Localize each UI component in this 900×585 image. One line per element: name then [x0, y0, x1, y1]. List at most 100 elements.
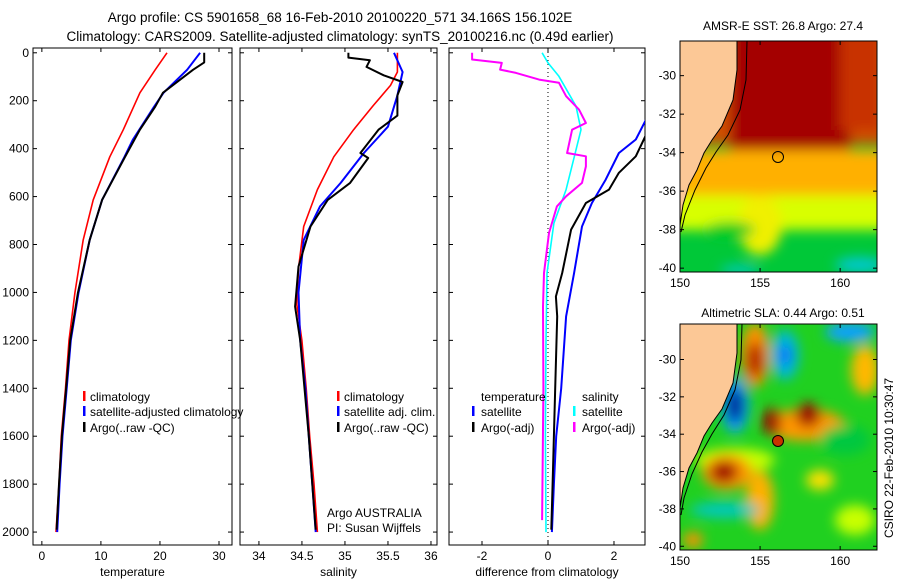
- legend-swatch-temp-satellite: [472, 406, 475, 416]
- legend-label: Argo(-adj): [481, 421, 534, 435]
- plot-area: [32, 47, 233, 546]
- legend-label: satellite-adjusted climatology: [90, 405, 243, 419]
- y-tick-label: 1600: [2, 429, 29, 443]
- legend-swatch-sal-satellite: [573, 406, 576, 416]
- y-tick-label: 2000: [2, 525, 29, 539]
- y-tick-label: -30: [659, 69, 677, 83]
- x-tick-label: 30: [212, 549, 226, 563]
- legend-label: Argo(..raw -QC): [90, 421, 175, 435]
- y-tick-label: 200: [9, 94, 29, 108]
- legend-label: satellite: [481, 405, 522, 419]
- x-tick-label: 155: [750, 276, 770, 290]
- legend-swatch-climatology: [83, 391, 86, 401]
- y-tick-label: -34: [659, 427, 677, 441]
- series-line-temperature-satellite: [550, 119, 645, 533]
- x-tick-label: 0: [545, 549, 552, 563]
- legend-label: Argo(-adj): [582, 421, 635, 435]
- x-tick-label: 155: [750, 554, 770, 568]
- profile-panel-temperature: 0 10 20 30 0 200 400 600 800 1000 1200 1400 1600 1800…: [2, 46, 233, 579]
- figure-title-line2: Climatology: CARS2009. Satellite-adjuste…: [66, 29, 613, 44]
- sst-map: [680, 41, 877, 272]
- shelf-contour: [680, 41, 748, 233]
- y-tick-label: 400: [9, 142, 29, 156]
- y-tick-label: -38: [659, 223, 677, 237]
- y-tick-label: 1800: [2, 477, 29, 491]
- y-tick-label: 0: [22, 46, 29, 60]
- x-tick-label: 20: [153, 549, 167, 563]
- y-tick-label: 800: [9, 237, 29, 251]
- map-frame: [679, 323, 878, 551]
- profile-panel-salinity: 34 34.5 35 35.5 36 salinity: [239, 47, 438, 579]
- legend-title-salinity: salinity: [582, 390, 619, 404]
- salinity-legend: climatology satellite adj. clim. Argo(..…: [337, 390, 435, 435]
- x-tick-label: 150: [670, 554, 690, 568]
- y-tick-label: -30: [659, 352, 677, 366]
- profile-panel-difference: -2 0 2 difference from climatology: [448, 47, 646, 579]
- credit-line2: PI: Susan Wijffels: [327, 521, 421, 535]
- legend-label: climatology: [344, 390, 404, 404]
- legend-label: satellite: [582, 405, 623, 419]
- legend-swatch-argo: [337, 422, 340, 432]
- x-tick-label: 160: [830, 276, 850, 290]
- credit-line1: Argo AUSTRALIA: [327, 506, 422, 520]
- y-tick-label: -34: [659, 146, 677, 160]
- legend-title-temperature: temperature: [481, 390, 546, 404]
- legend-swatch-argo: [83, 422, 86, 432]
- legend-label: Argo(..raw -QC): [344, 421, 429, 435]
- difference-legend: temperature satellite Argo(-adj) salinit…: [472, 390, 635, 435]
- x-tick-label: 35: [338, 549, 352, 563]
- x-tick-label: 160: [830, 554, 850, 568]
- y-tick-label: 600: [9, 190, 29, 204]
- y-tick-label: 1400: [2, 381, 29, 395]
- legend-swatch-sal-argo: [573, 422, 576, 432]
- temperature-legend: climatology satellite-adjusted climatolo…: [83, 390, 243, 435]
- legend-label: climatology: [90, 390, 150, 404]
- map-frame: [679, 40, 878, 273]
- x-tick-label: 10: [94, 549, 108, 563]
- series-group: [294, 52, 404, 533]
- x-tick-label: 0: [39, 549, 46, 563]
- sla-map: [680, 324, 877, 550]
- x-axis-label: difference from climatology: [475, 565, 618, 579]
- x-axis-label: temperature: [100, 565, 165, 579]
- timestamp-label: CSIRO 22-Feb-2010 10:30:47: [882, 378, 896, 538]
- x-tick-label: 35.5: [376, 549, 400, 563]
- sst-map-title: AMSR-E SST: 26.8 Argo: 27.4: [703, 19, 863, 33]
- argo-location-marker: [772, 435, 784, 447]
- sla-map-title: Altimetric SLA: 0.44 Argo: 0.51: [701, 306, 865, 320]
- x-tick-label: 36: [424, 549, 438, 563]
- y-tick-label: -40: [659, 261, 677, 275]
- y-tick-label: -32: [659, 107, 677, 121]
- x-tick-label: 150: [670, 276, 690, 290]
- y-tick-label: 1000: [2, 285, 29, 299]
- y-tick-label: -36: [659, 184, 677, 198]
- y-tick-label: -32: [659, 390, 677, 404]
- series-group: [55, 52, 206, 533]
- y-tick-label: -36: [659, 465, 677, 479]
- land-mass: [680, 324, 738, 509]
- argo-location-marker: [772, 151, 784, 163]
- land-mass: [680, 41, 738, 226]
- series-line-salinity-argo-adj-: [471, 52, 587, 521]
- x-tick-label: 34.5: [290, 549, 314, 563]
- shelf-contour: [680, 324, 743, 516]
- legend-swatch-climatology: [337, 391, 340, 401]
- legend-label: satellite adj. clim.: [344, 405, 435, 419]
- series-line-argo-raw-qc-: [55, 52, 206, 530]
- y-tick-label: -40: [659, 539, 677, 553]
- series-line-temperature-argo-adj-: [550, 134, 645, 530]
- x-tick-label: 2: [611, 549, 618, 563]
- y-tick-label: -38: [659, 502, 677, 516]
- series-line-argo-raw-qc-: [294, 52, 404, 530]
- series-line-salinity-satellite: [541, 52, 582, 533]
- figure-title-line1: Argo profile: CS 5901658_68 16-Feb-2010 …: [108, 10, 573, 25]
- legend-swatch-satellite: [337, 406, 340, 416]
- legend-swatch-temp-argo: [472, 422, 475, 432]
- plot-area: [239, 47, 438, 546]
- y-tick-label: 1200: [2, 333, 29, 347]
- series-group: [471, 52, 645, 533]
- x-tick-label: 34: [252, 549, 266, 563]
- legend-swatch-satellite: [83, 406, 86, 416]
- x-axis-label: salinity: [320, 565, 357, 579]
